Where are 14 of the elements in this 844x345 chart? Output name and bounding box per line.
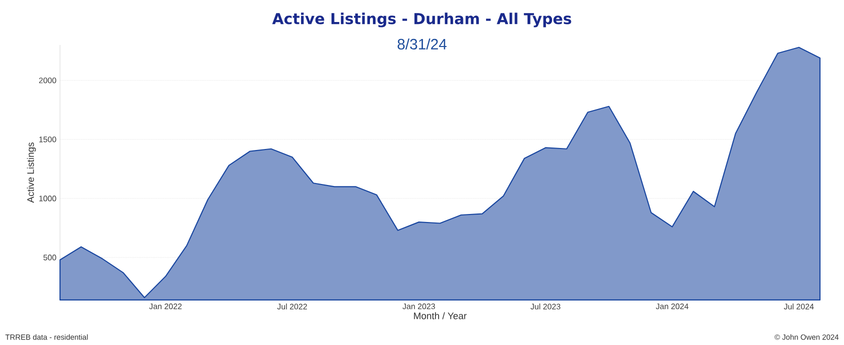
y-axis-title: Active Listings (26, 142, 36, 203)
chart-title: Active Listings - Durham - All Types (272, 12, 572, 28)
x-tick-label: Jul 2023 (530, 304, 560, 310)
y-tick-label: 500 (43, 254, 56, 260)
x-tick-label: Jul 2022 (277, 304, 307, 310)
x-tick-label: Jan 2022 (149, 304, 182, 310)
y-tick-label: 2000 (39, 78, 56, 84)
y-tick-label: 1000 (39, 196, 56, 202)
y-tick-label: 1500 (39, 136, 56, 142)
x-tick-label: Jan 2024 (656, 304, 688, 310)
x-tick-label: Jul 2024 (784, 304, 814, 310)
chart-subtitle: 8/31/24 (398, 38, 447, 50)
x-axis-title: Month / Year (414, 312, 467, 320)
x-tick-label: Jan 2023 (402, 304, 435, 310)
